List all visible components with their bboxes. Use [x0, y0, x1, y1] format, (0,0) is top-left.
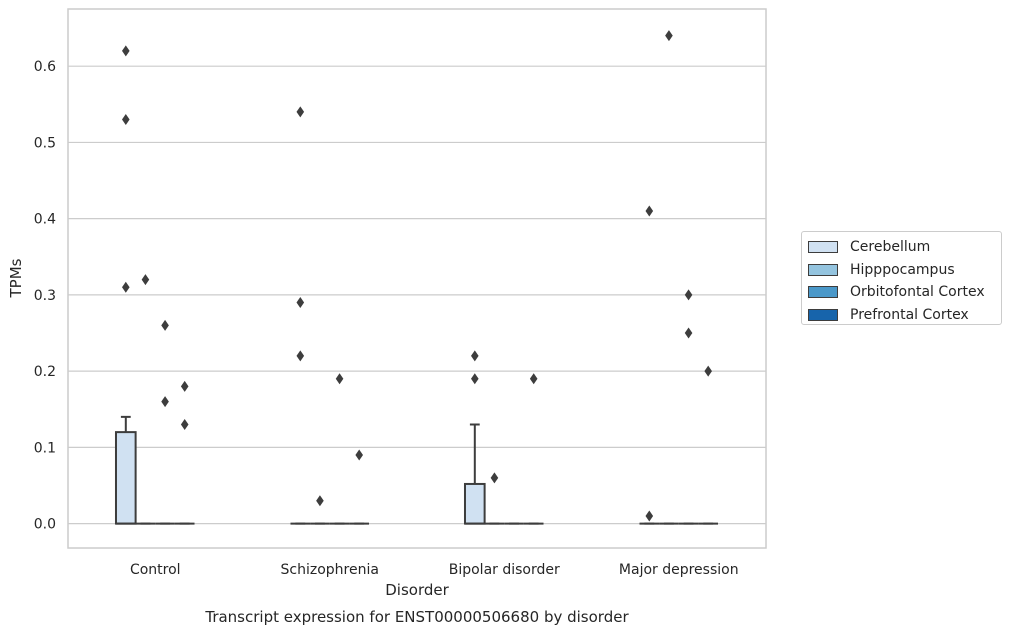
- legend-item: Prefrontal Cortex: [808, 304, 1001, 327]
- outlier-point: [335, 373, 344, 385]
- outlier-point: [684, 289, 693, 301]
- y-tick-label: 0.2: [34, 364, 56, 380]
- legend-swatch: [808, 309, 838, 322]
- x-axis-label: Disorder: [385, 581, 449, 599]
- y-axis-ticks: 0.0 0.1 0.2 0.3 0.4 0.5 0.6: [34, 59, 56, 532]
- outlier-point: [296, 350, 305, 362]
- box-cerebellum: [114, 415, 137, 525]
- x-tick-label: Major depression: [619, 562, 739, 578]
- outlier-point: [471, 350, 479, 362]
- outlier-point: [471, 373, 479, 385]
- y-tick-label: 0.5: [34, 135, 56, 151]
- outlier-point: [296, 297, 305, 309]
- legend-label: Cerebellum: [850, 239, 931, 256]
- outlier-point: [122, 281, 130, 293]
- legend-label: Hipppocampus: [850, 261, 955, 278]
- y-tick-label: 0.4: [34, 212, 56, 228]
- outlier-point: [180, 418, 189, 430]
- legend-swatch: [808, 263, 838, 276]
- x-axis-ticks: Control Schizophrenia Bipolar disorder Majo…: [130, 562, 739, 578]
- x-tick-label: Schizophrenia: [281, 562, 379, 578]
- outlier-point: [704, 365, 712, 377]
- outlier-point: [316, 495, 324, 507]
- outlier-point: [684, 327, 693, 339]
- outlier-point: [122, 114, 130, 126]
- legend-item: Hipppocampus: [808, 259, 1001, 282]
- outliers: [122, 30, 712, 522]
- box-cerebellum: [463, 423, 486, 525]
- legend-swatch: [808, 286, 838, 299]
- outlier-point: [645, 510, 654, 522]
- y-tick-label: 0.3: [34, 288, 56, 304]
- y-tick-label: 0.1: [34, 440, 56, 456]
- outlier-point: [665, 30, 673, 42]
- figure-caption: Transcript expression for ENST0000050668…: [204, 608, 629, 626]
- legend: Cerebellum Hipppocampus Orbitofontal Corte…: [801, 231, 1002, 325]
- y-tick-label: 0.0: [34, 517, 56, 533]
- plot-frame: [67, 8, 767, 549]
- legend-item: Cerebellum: [808, 236, 1001, 259]
- outlier-point: [180, 380, 189, 392]
- x-tick-label: Control: [130, 562, 181, 578]
- outlier-point: [122, 45, 130, 57]
- boxes: [114, 415, 719, 525]
- legend-swatch: [808, 241, 838, 254]
- legend-label: Orbitofontal Cortex: [850, 284, 985, 301]
- y-axis-label: TPMs: [7, 258, 25, 298]
- outlier-point: [490, 472, 499, 484]
- box-body: [463, 482, 486, 525]
- legend-item: Orbitofontal Cortex: [808, 281, 1001, 304]
- outlier-point: [161, 319, 169, 331]
- outlier-point: [161, 396, 169, 408]
- outlier-point: [296, 106, 305, 118]
- x-tick-label: Bipolar disorder: [449, 562, 560, 578]
- legend-label: Prefrontal Cortex: [850, 307, 969, 324]
- outlier-point: [355, 449, 363, 461]
- outlier-point: [141, 274, 150, 286]
- box-body: [114, 431, 137, 525]
- outlier-point: [529, 373, 538, 385]
- outlier-point: [645, 205, 654, 217]
- gridlines: [68, 65, 766, 525]
- y-tick-label: 0.6: [34, 59, 56, 75]
